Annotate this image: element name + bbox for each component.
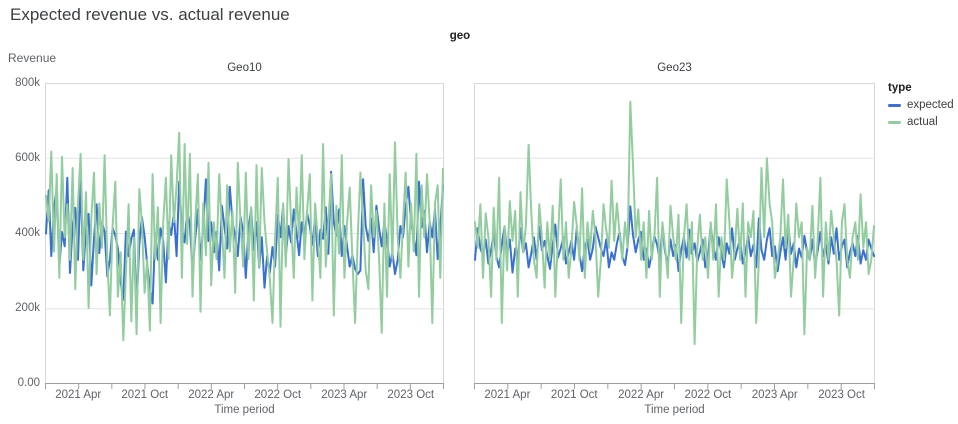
x-tick-label: 2021 Oct	[121, 389, 169, 401]
x-tick-label: 2021 Apr	[55, 389, 102, 401]
facet-panel-title: Geo23	[657, 62, 692, 74]
expected-color-swatch-icon	[888, 103, 901, 107]
legend-item-actual: actual	[888, 116, 954, 128]
x-tick-label: 2023 Oct	[387, 389, 435, 401]
facet-panel-geo10: Geo10 2021 Apr 2021 Oct 2022 Apr 2022 Oc…	[45, 62, 444, 416]
x-tick-label: 2022 Apr	[188, 389, 235, 401]
y-tick-label: 200k	[15, 302, 40, 314]
y-tick-label: 800k	[15, 77, 40, 89]
legend-item-label: expected	[907, 99, 954, 111]
y-tick-label: 400k	[15, 227, 40, 239]
x-axis-title: Time period	[644, 404, 705, 416]
legend-item-label: actual	[907, 116, 938, 128]
legend-item-expected: expected	[888, 99, 954, 111]
x-tick-label: 2023 Oct	[818, 389, 865, 401]
x-tick-label: 2022 Apr	[618, 389, 665, 401]
y-tick-label: 600k	[15, 152, 40, 164]
x-tick-label: 2021 Apr	[484, 389, 531, 401]
x-tick-label: 2022 Oct	[254, 389, 302, 401]
y-tick-label: 0.00	[17, 377, 40, 389]
x-tick-label: 2023 Apr	[321, 389, 368, 401]
line-chart-geo23[interactable]	[474, 83, 875, 390]
legend: type expected actual	[888, 82, 954, 133]
x-tick-label: 2022 Oct	[684, 389, 732, 401]
facet-field-header: geo	[449, 30, 471, 42]
y-axis-title: Revenue	[8, 51, 57, 65]
x-axis-title: Time period	[214, 404, 275, 416]
x-tick-label: 2021 Oct	[550, 389, 598, 401]
facet-panel-geo23: Geo23 2021 Apr 2021 Oct 2022 Apr 2022 Oc…	[474, 62, 875, 416]
chart-title: Expected revenue vs. actual revenue	[10, 5, 290, 24]
line-chart-geo10[interactable]	[45, 83, 444, 390]
actual-color-swatch-icon	[888, 120, 901, 124]
facet-panel-title: Geo10	[227, 62, 262, 74]
x-tick-label: 2023 Apr	[751, 389, 798, 401]
legend-title: type	[888, 82, 912, 94]
